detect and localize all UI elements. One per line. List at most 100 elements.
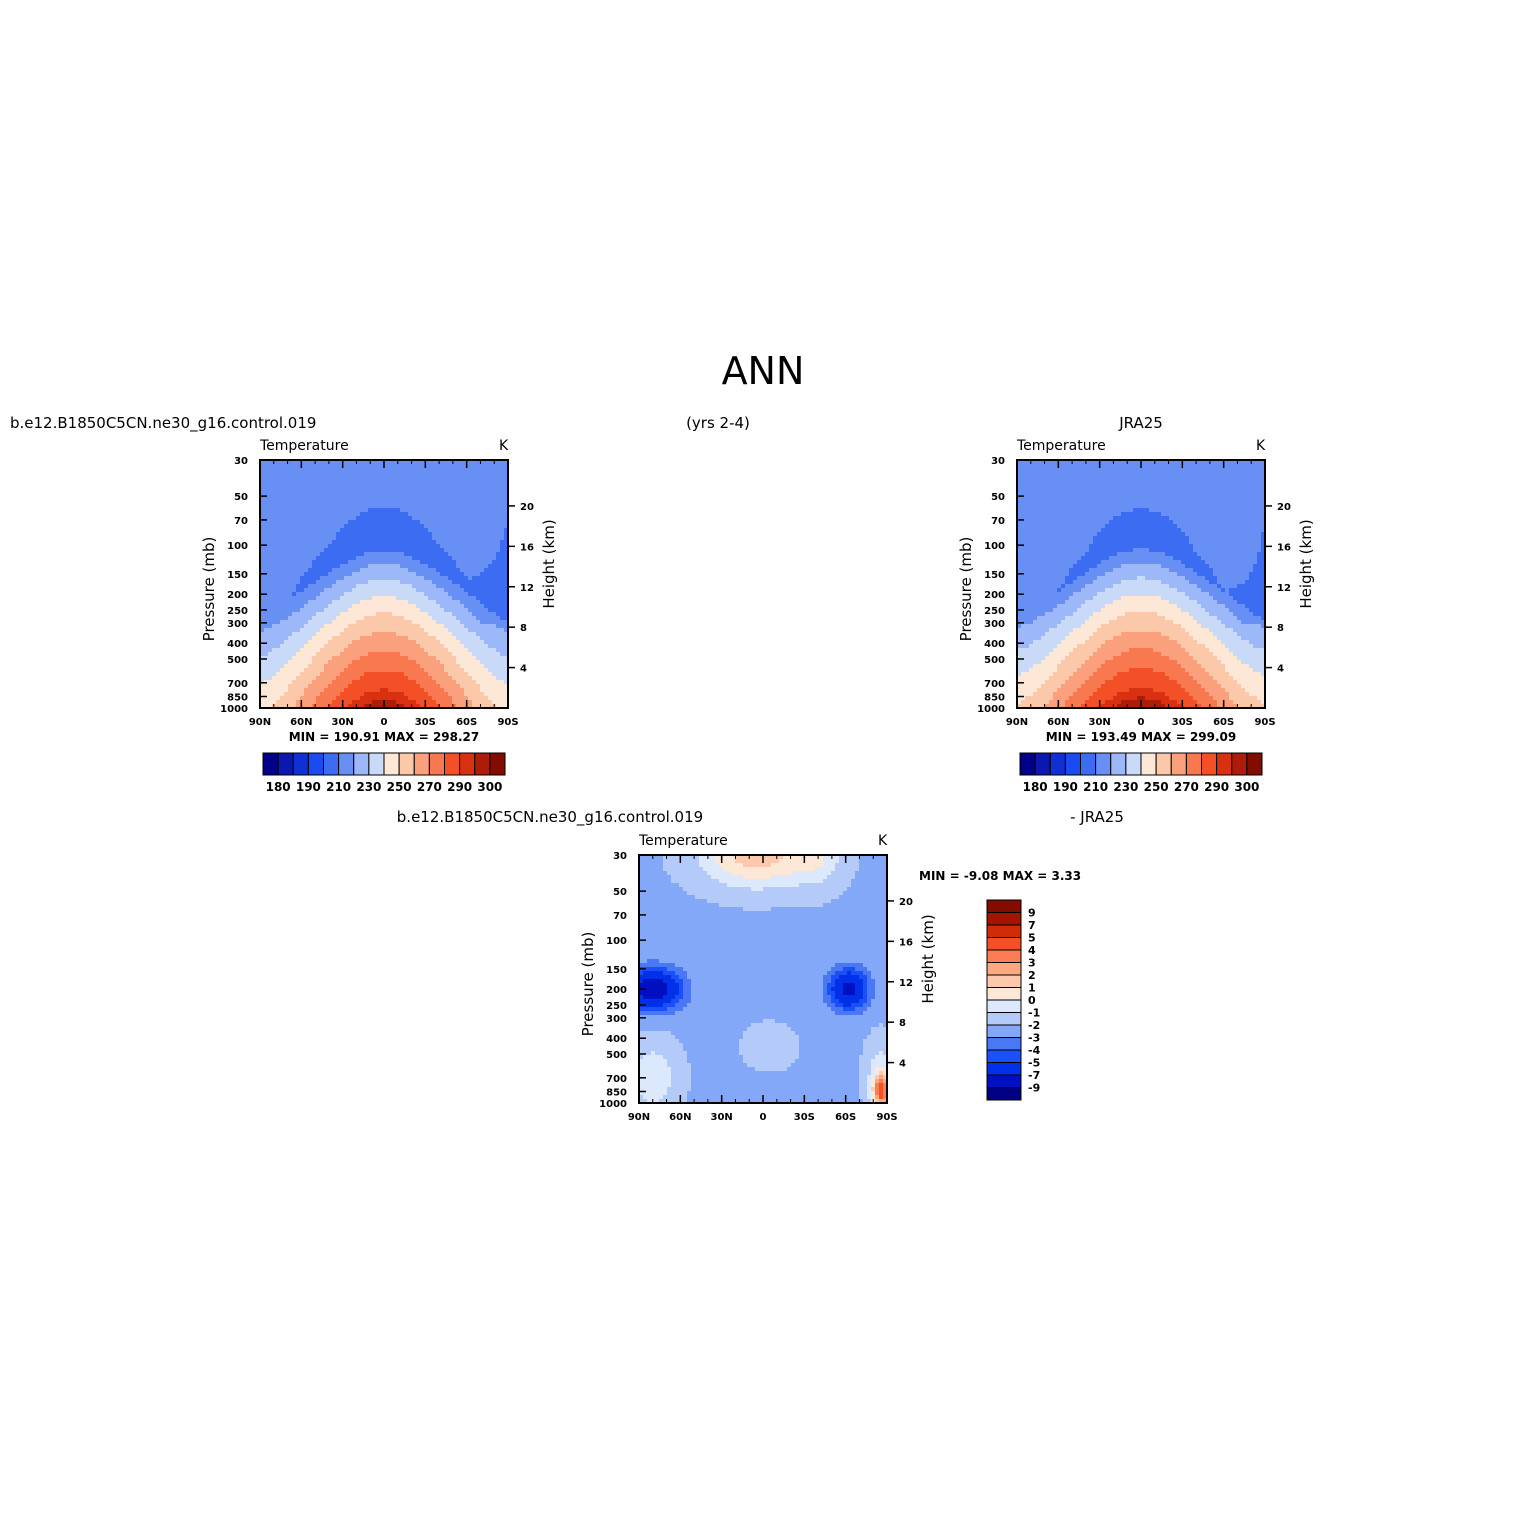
contour-cell xyxy=(312,524,317,529)
contour-cell xyxy=(300,628,305,633)
contour-cell xyxy=(1025,496,1030,501)
contour-cell xyxy=(288,484,293,489)
contour-cell xyxy=(412,692,417,697)
contour-cell xyxy=(388,616,393,621)
contour-cell xyxy=(380,476,385,481)
contour-cell xyxy=(296,460,301,465)
contour-cell xyxy=(432,664,437,669)
contour-cell xyxy=(404,632,409,637)
contour-cell xyxy=(364,492,369,497)
contour-cell xyxy=(1105,504,1110,509)
contour-cell xyxy=(380,568,385,573)
contour-cell xyxy=(336,652,341,657)
contour-cell xyxy=(284,628,289,633)
contour-cell xyxy=(452,664,457,669)
contour-cell xyxy=(468,640,473,645)
contour-cell xyxy=(296,576,301,581)
contour-cell xyxy=(316,644,321,649)
contour-cell xyxy=(316,704,321,708)
contour-cell xyxy=(472,660,477,665)
contour-cell xyxy=(420,524,425,529)
contour-cell xyxy=(292,548,297,553)
contour-cell xyxy=(328,656,333,661)
contour-cell xyxy=(276,580,281,585)
contour-cell xyxy=(284,488,289,493)
contour-cell xyxy=(500,584,505,589)
diff-case-label: b.e12.B1850C5CN.ne30_g16.control.019 xyxy=(397,808,703,827)
contour-cell xyxy=(264,484,269,489)
contour-cell xyxy=(340,544,345,549)
contour-cell xyxy=(1125,484,1130,489)
contour-cell xyxy=(436,592,441,597)
contour-cell xyxy=(1217,492,1222,497)
contour-cell xyxy=(480,516,485,521)
contour-cell xyxy=(1109,508,1114,513)
contour-cell xyxy=(336,504,341,509)
contour-cell xyxy=(480,476,485,481)
contour-cell xyxy=(328,648,333,653)
contour-cell xyxy=(1045,512,1050,517)
contour-cell xyxy=(388,560,393,565)
contour-cell xyxy=(452,676,457,681)
contour-cell xyxy=(404,672,409,677)
contour-cell xyxy=(344,512,349,517)
contour-cell xyxy=(1189,504,1194,509)
contour-cell xyxy=(1145,480,1150,485)
contour-cell xyxy=(1213,508,1218,513)
contour-cell xyxy=(440,576,445,581)
contour-cell xyxy=(500,476,505,481)
contour-cell xyxy=(312,704,317,708)
contour-cell xyxy=(1137,516,1142,521)
contour-cell xyxy=(472,620,477,625)
contour-cell xyxy=(480,584,485,589)
contour-cell xyxy=(412,640,417,645)
contour-cell xyxy=(416,644,421,649)
contour-cell xyxy=(304,584,309,589)
contour-cell xyxy=(396,600,401,605)
contour-cell xyxy=(464,608,469,613)
contour-cell xyxy=(452,512,457,517)
contour-cell xyxy=(504,540,508,545)
contour-cell xyxy=(296,480,301,485)
contour-cell xyxy=(400,576,405,581)
contour-cell xyxy=(1101,484,1106,489)
contour-cell xyxy=(408,704,413,708)
contour-cell xyxy=(412,664,417,669)
contour-cell xyxy=(360,512,365,517)
contour-cell xyxy=(384,580,389,585)
contour-cell xyxy=(400,652,405,657)
contour-cell xyxy=(468,620,473,625)
contour-cell xyxy=(464,676,469,681)
contour-cell xyxy=(276,480,281,485)
contour-cell xyxy=(380,684,385,689)
contour-cell xyxy=(420,532,425,537)
contour-cell xyxy=(500,496,505,501)
contour-cell xyxy=(452,624,457,629)
contour-cell xyxy=(1113,464,1118,469)
contour-cell xyxy=(1069,488,1074,493)
contour-cell xyxy=(272,688,277,693)
contour-cell xyxy=(260,524,265,529)
contour-cell xyxy=(500,564,505,569)
contour-cell xyxy=(276,496,281,501)
contour-cell xyxy=(492,592,497,597)
contour-cell xyxy=(464,696,469,701)
contour-cell xyxy=(408,640,413,645)
contour-cell xyxy=(1041,512,1046,517)
contour-cell xyxy=(396,524,401,529)
contour-cell xyxy=(416,568,421,573)
contour-cell xyxy=(480,640,485,645)
contour-cell xyxy=(432,584,437,589)
contour-cell xyxy=(260,536,265,541)
contour-cell xyxy=(292,608,297,613)
contour-cell xyxy=(424,700,429,705)
contour-cell xyxy=(428,696,433,701)
contour-cell xyxy=(300,648,305,653)
contour-cell xyxy=(496,684,501,689)
contour-cell xyxy=(416,536,421,541)
contour-cell xyxy=(484,620,489,625)
contour-cell xyxy=(488,656,493,661)
contour-cell xyxy=(496,556,501,561)
contour-cell xyxy=(460,460,465,465)
